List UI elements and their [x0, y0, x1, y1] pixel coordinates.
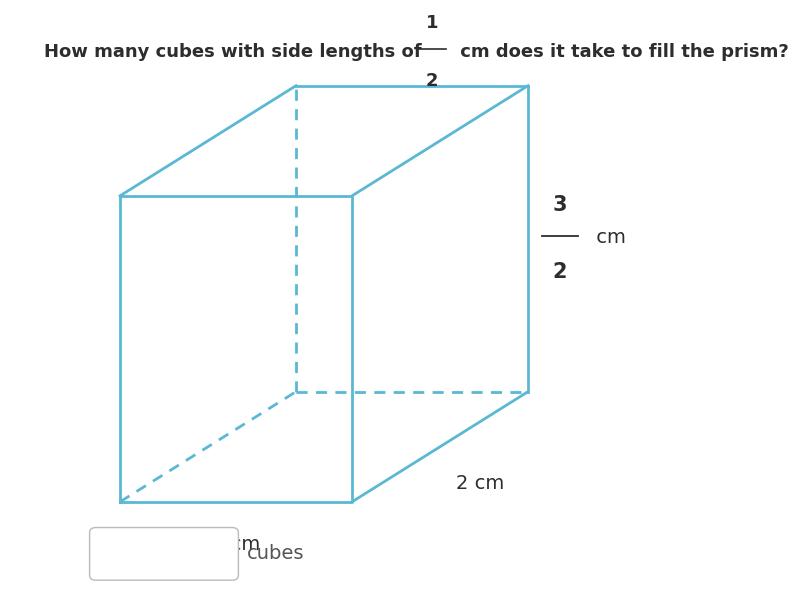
Text: cm: cm	[590, 228, 626, 247]
Text: cubes: cubes	[246, 544, 304, 564]
Text: 2 cm: 2 cm	[456, 474, 504, 493]
Text: cm does it take to fill the prism?: cm does it take to fill the prism?	[454, 43, 789, 61]
Text: 3: 3	[553, 195, 567, 215]
FancyBboxPatch shape	[90, 528, 238, 580]
Text: How many cubes with side lengths of: How many cubes with side lengths of	[44, 43, 428, 61]
Text: 1: 1	[426, 15, 438, 32]
Text: 2: 2	[553, 262, 567, 282]
Text: 1 cm: 1 cm	[212, 536, 260, 554]
Text: 2: 2	[426, 72, 438, 89]
